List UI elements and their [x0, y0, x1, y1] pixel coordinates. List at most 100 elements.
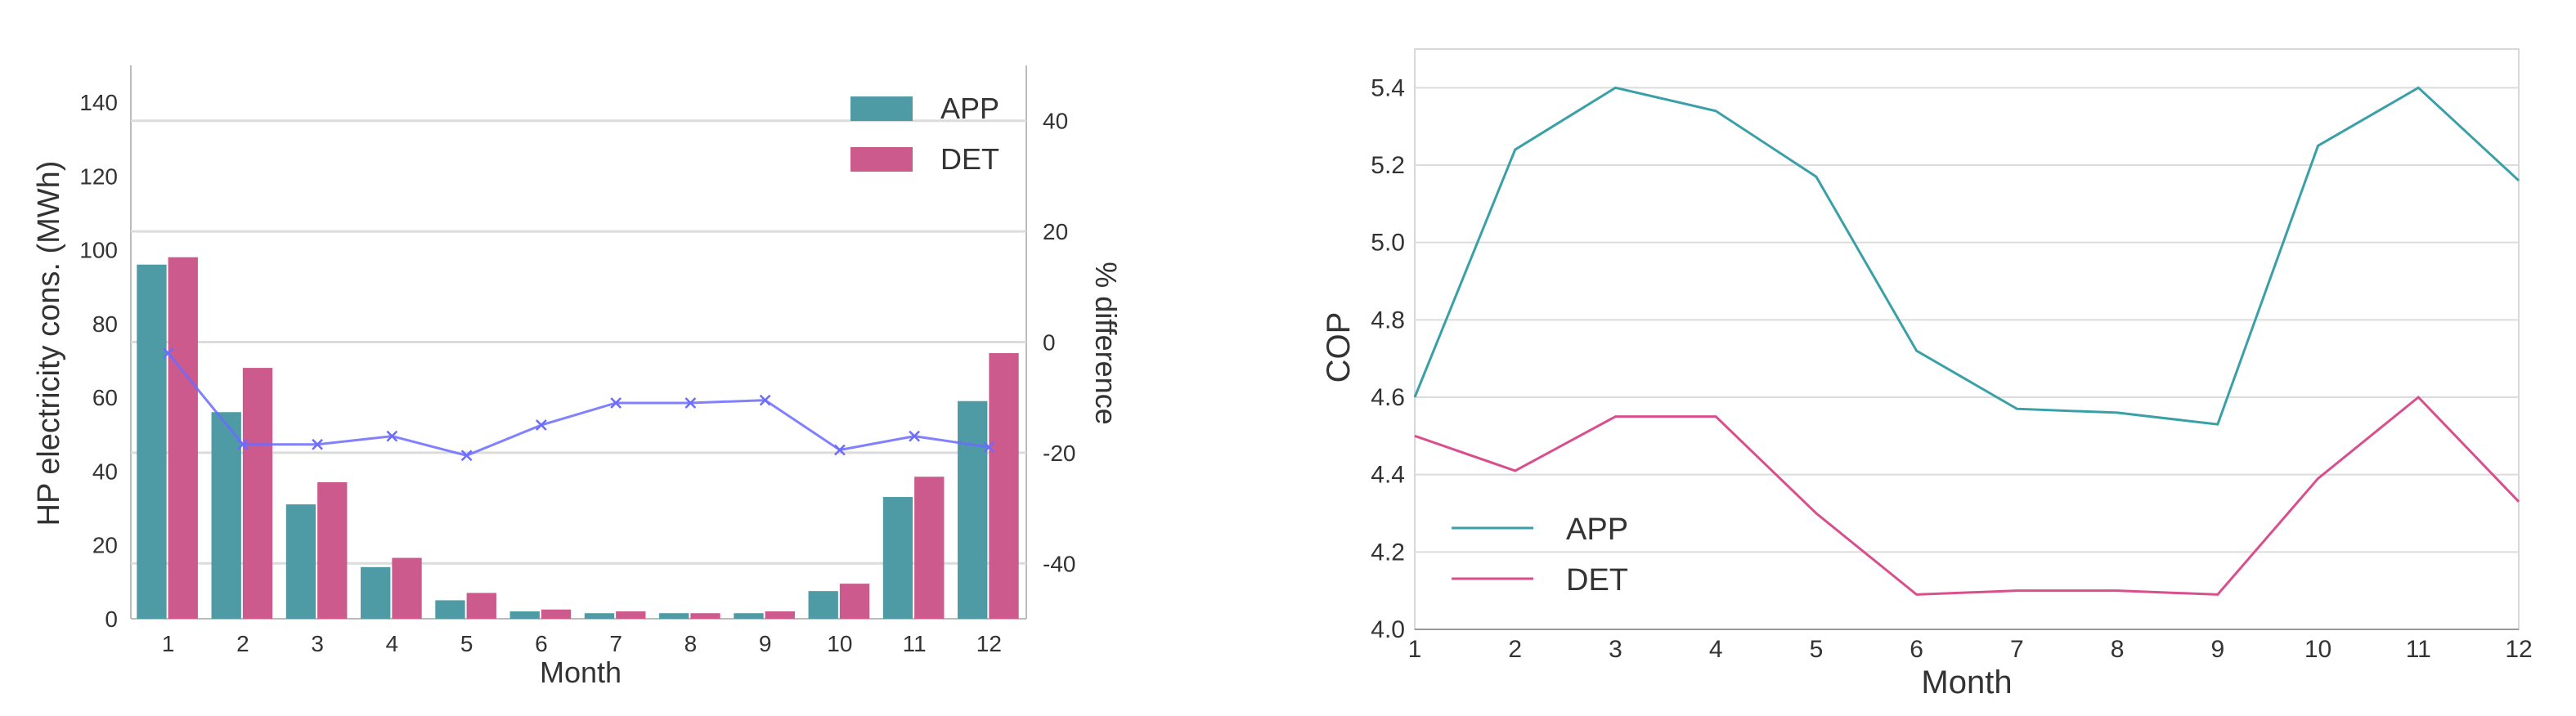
bar-det-month-1: [168, 257, 198, 619]
bar-det-month-8: [690, 613, 720, 619]
bar-app-month-9: [734, 613, 764, 619]
left-chart-y-tick-label: 20: [92, 533, 118, 558]
left-chart-x-tick-label: 8: [684, 631, 698, 656]
left-chart-x-axis-label: Month: [540, 656, 622, 689]
right-chart-y-axis-label: COP: [1321, 312, 1357, 383]
left-chart-x-tick-label: 10: [827, 631, 852, 656]
right-chart-x-tick-label: 11: [2406, 636, 2431, 663]
right-chart-y-tick-label: 5.4: [1371, 74, 1405, 101]
percent-difference-marker: [684, 397, 697, 409]
left-chart-gridlines: [130, 65, 1027, 620]
left-chart-x-tick-label: 12: [976, 631, 1002, 656]
bar-det-month-10: [839, 584, 870, 619]
percent-difference-marker: [833, 444, 846, 456]
left-chart-y-tick-label: 0: [105, 606, 118, 632]
left-chart-y2-tick-label: 20: [1043, 219, 1068, 244]
percent-difference-marker: [236, 438, 249, 450]
bar-app-month-11: [882, 497, 913, 619]
left-chart-x-tick-label: 2: [236, 631, 249, 656]
bar-det-month-2: [242, 368, 273, 619]
right-chart-x-ticks: 1 2 3 4 5 6 7 8 9 10 11 12: [1408, 636, 2533, 663]
percent-difference-marker: [535, 419, 547, 431]
left-chart-y2-tick-label: -40: [1043, 551, 1075, 576]
left-chart-y2-tick-label: 40: [1043, 109, 1068, 134]
bar-app-month-5: [435, 600, 465, 619]
legend-label-app: APP: [1566, 512, 1628, 547]
bar-det-month-12: [989, 353, 1019, 619]
left-chart-y2-tick-label: -20: [1043, 441, 1075, 466]
bar-det-month-11: [914, 477, 945, 619]
percent-difference-marker: [162, 347, 174, 359]
left-chart-y-tick-label: 40: [92, 459, 118, 484]
left-chart-x-tick-label: 5: [460, 631, 473, 656]
right-chart-legend: APP DET: [1452, 512, 1628, 597]
right-chart-x-axis-label: Month: [1921, 665, 2012, 700]
bar-app-month-7: [584, 613, 615, 619]
right-chart-y-tick-label: 5.0: [1371, 230, 1405, 257]
percent-difference-marker: [759, 394, 771, 406]
left-chart-y-tick-label: 100: [79, 238, 118, 263]
left-chart-secondary-y-axis-label: % difference: [1089, 262, 1123, 424]
bar-app-month-10: [808, 591, 838, 619]
legend-label-det: DET: [1566, 563, 1628, 597]
bar-det-month-6: [541, 609, 572, 619]
legend-swatch-app: [850, 96, 913, 121]
left-chart-difference-line: [162, 347, 995, 462]
right-chart-x-tick-label: 2: [1508, 636, 1522, 663]
left-chart-y-tick-label: 140: [79, 90, 118, 115]
left-chart-x-tick-label: 1: [162, 631, 175, 656]
left-chart-x-tick-label: 3: [311, 631, 324, 656]
right-chart-x-tick-label: 12: [2505, 636, 2532, 663]
right-chart-y-tick-label: 4.4: [1371, 462, 1405, 489]
left-chart-x-tick-label: 7: [609, 631, 622, 656]
percent-difference-marker: [386, 430, 398, 442]
bar-app-month-2: [211, 412, 241, 619]
cop-line-app: [1413, 86, 2520, 426]
left-chart-x-tick-label: 6: [535, 631, 548, 656]
right-chart-y-tick-label: 5.2: [1371, 152, 1405, 179]
percent-difference-marker: [460, 450, 473, 462]
right-chart-y-tick-label: 4.0: [1371, 616, 1405, 643]
cop-chart: 4.04.24.44.64.85.05.25.4 1 2 3 4 5 6 7 8 9 10 11 12…: [1321, 48, 2533, 700]
bar-det-month-4: [392, 557, 422, 619]
bar-det-month-7: [616, 611, 646, 619]
right-chart-x-tick-label: 4: [1709, 636, 1723, 663]
right-chart-y-ticks: 4.0 4.2 4.4 4.6 4.8 5.0 5.2 5.4: [1371, 74, 1405, 643]
right-chart-x-tick-label: 6: [1910, 636, 1923, 663]
bar-app-month-6: [509, 611, 540, 619]
left-chart-secondary-y-ticks: -40 -20 0 20 40: [1043, 109, 1075, 577]
bar-det-month-9: [765, 611, 795, 619]
left-chart-bars: [137, 257, 1019, 619]
left-chart-y-tick-label: 120: [79, 163, 118, 189]
bar-app-month-8: [659, 613, 689, 619]
right-chart-x-tick-label: 5: [1810, 636, 1824, 663]
left-chart-y-axis-label: HP electricity cons. (MWh): [32, 161, 66, 526]
right-chart-x-tick-label: 8: [2111, 636, 2125, 663]
bar-app-month-12: [958, 401, 988, 619]
legend-label-app: APP: [940, 92, 999, 125]
percent-difference-line: [167, 352, 990, 457]
percent-difference-marker: [312, 438, 324, 450]
right-chart-y-tick-label: 4.2: [1371, 539, 1405, 566]
cop-line-det: [1414, 395, 2520, 596]
right-chart-y-tick-label: 4.8: [1371, 307, 1405, 333]
left-chart-legend: APP DET: [850, 92, 999, 176]
left-chart-x-tick-label: 4: [386, 631, 399, 656]
bar-app-month-1: [137, 264, 167, 619]
right-chart-x-tick-label: 7: [2010, 636, 2024, 663]
bar-app-month-4: [361, 566, 391, 619]
bar-app-month-3: [285, 504, 316, 619]
left-chart-x-tick-label: 11: [903, 631, 927, 656]
right-chart-x-tick-label: 10: [2304, 636, 2331, 663]
legend-label-det: DET: [940, 142, 999, 176]
left-chart-y-tick-label: 80: [92, 311, 118, 337]
bar-det-month-5: [466, 593, 496, 619]
legend-swatch-det: [850, 147, 913, 172]
left-chart-y2-tick-label: 0: [1043, 330, 1056, 356]
left-chart-y-tick-label: 60: [92, 385, 118, 410]
percent-difference-marker: [610, 397, 622, 409]
right-chart-x-tick-label: 1: [1408, 636, 1422, 663]
percent-difference-marker: [983, 441, 995, 454]
